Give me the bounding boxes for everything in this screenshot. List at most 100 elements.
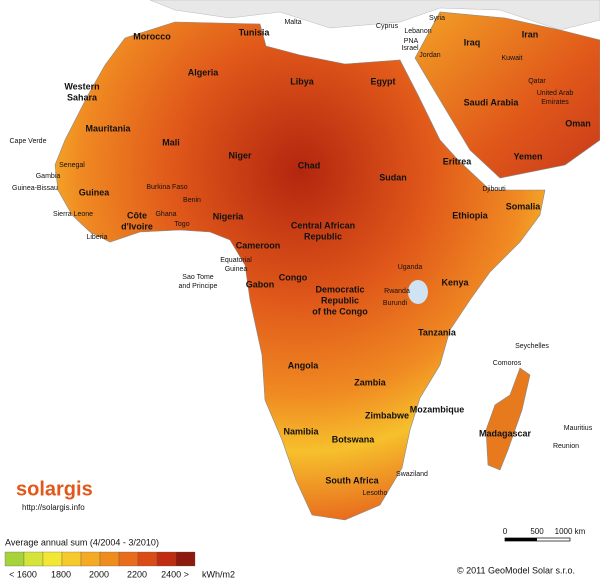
legend-swatch — [23, 551, 44, 567]
country-label: Algeria — [188, 67, 220, 77]
country-label: Burkina Faso — [146, 184, 187, 191]
country-label: Mozambique — [410, 404, 465, 414]
country-label: Equatorial — [220, 257, 252, 264]
country-label: Iran — [522, 29, 539, 39]
country-label: Guinea — [225, 266, 248, 273]
country-label: Yemen — [513, 151, 542, 161]
country-label: Côte — [127, 210, 147, 220]
country-label: Cape Verde — [10, 138, 47, 145]
country-label: Emirates — [541, 99, 569, 106]
country-label: Uganda — [398, 264, 423, 271]
country-label: Saudi Arabia — [464, 97, 520, 107]
arabia — [414, 11, 600, 179]
legend-label: 2200 — [127, 569, 147, 579]
legend-title: Average annual sum (4/2004 - 3/2010) — [5, 537, 159, 547]
country-label: Israel — [401, 45, 419, 52]
country-label: Rwanda — [384, 288, 410, 295]
africa — [54, 21, 546, 521]
country-label: Kuwait — [501, 55, 522, 62]
legend-swatch — [137, 551, 158, 567]
country-label: Cyprus — [376, 23, 399, 30]
country-label: Eritrea — [443, 156, 473, 166]
country-label: Qatar — [528, 78, 546, 85]
country-label: Republic — [304, 231, 342, 241]
country-label: United Arab — [537, 90, 574, 97]
country-label: Oman — [565, 118, 591, 128]
country-label: Sahara — [67, 92, 98, 102]
country-label: Gabon — [246, 279, 275, 289]
country-label: Burundi — [383, 300, 408, 307]
country-label: Sierra Leone — [53, 211, 93, 218]
country-label: d'Ivoire — [121, 221, 153, 231]
country-label: Mauritania — [85, 123, 131, 133]
country-label: Reunion — [553, 443, 579, 450]
country-label: Iraq — [464, 37, 481, 47]
scale-label: 500 — [530, 527, 544, 536]
country-label: Benin — [183, 197, 201, 204]
country-label: Democratic — [315, 284, 364, 294]
madagascar — [485, 367, 531, 471]
legend-swatch — [61, 551, 82, 567]
country-label: Tunisia — [239, 27, 271, 37]
copyright: © 2011 GeoModel Solar s.r.o. — [457, 565, 575, 575]
legend-swatch — [175, 551, 196, 567]
legend-swatch — [156, 551, 177, 567]
country-label: Central African — [291, 220, 355, 230]
country-label: Niger — [228, 150, 252, 160]
country-label: Congo — [279, 272, 308, 282]
country-label: Ghana — [155, 211, 176, 218]
legend-label: 2000 — [89, 569, 109, 579]
country-label: Libya — [290, 76, 315, 86]
scale-label: 1000 km — [555, 527, 586, 536]
logo: solargis — [16, 478, 93, 500]
country-label: Botswana — [332, 434, 376, 444]
legend-unit: kWh/m2 — [202, 569, 235, 579]
country-label: Mali — [162, 137, 180, 147]
country-label: Djibouti — [482, 186, 506, 193]
country-label: Liberia — [86, 234, 107, 241]
country-label: Sudan — [379, 172, 407, 182]
country-label: PNA — [404, 38, 419, 45]
legend-swatch — [42, 551, 63, 567]
country-label: of the Congo — [312, 306, 368, 316]
legend-swatch — [99, 551, 120, 567]
country-label: Sao Tome — [182, 274, 213, 281]
country-label: Ethiopia — [452, 210, 488, 220]
legend-label: < 1600 — [9, 569, 37, 579]
country-label: Guinea-Bissau — [12, 185, 58, 192]
country-label: Western — [64, 81, 99, 91]
country-label: Zimbabwe — [365, 410, 409, 420]
logo-url: http://solargis.info — [22, 503, 85, 512]
country-label: Chad — [298, 160, 321, 170]
country-label: Egypt — [370, 76, 395, 86]
country-label: Togo — [174, 221, 189, 228]
country-label: Namibia — [283, 426, 319, 436]
country-label: Jordan — [419, 52, 441, 59]
country-label: Somalia — [506, 201, 542, 211]
country-label: Nigeria — [213, 211, 245, 221]
country-label: Mauritius — [564, 425, 593, 432]
scale-label: 0 — [503, 527, 508, 536]
country-label: Madagascar — [479, 428, 532, 438]
country-label: Seychelles — [515, 343, 549, 350]
country-label: Cameroon — [236, 240, 281, 250]
country-label: Lesotho — [363, 490, 388, 497]
country-label: Gambia — [36, 173, 61, 180]
legend-label: 2400 > — [161, 569, 189, 579]
country-label: Comoros — [493, 360, 522, 367]
country-label: Lebanon — [404, 28, 431, 35]
country-label: Syria — [429, 15, 445, 22]
logo-box — [10, 474, 100, 516]
country-label: Zambia — [354, 377, 387, 387]
country-label: Guinea — [79, 187, 111, 197]
country-label: Tanzania — [418, 327, 457, 337]
country-label: Senegal — [59, 162, 85, 169]
legend-label: 1800 — [51, 569, 71, 579]
europe — [149, 0, 600, 31]
lake-victoria — [408, 280, 428, 304]
country-label: Kenya — [441, 277, 469, 287]
legend-swatch — [80, 551, 101, 567]
country-label: and Principe — [179, 283, 218, 290]
